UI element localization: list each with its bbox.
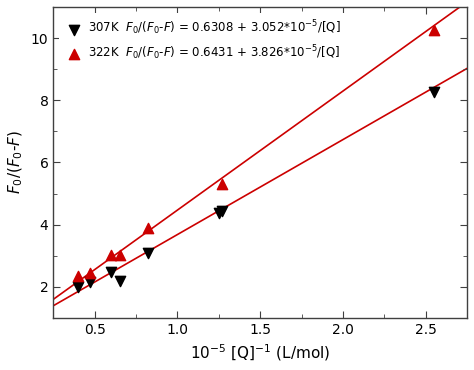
322K  $F_0/(F_0$-$F)$ = 0.6431 + 3.826*10$^{-5}$/[Q] bbox=[116, 252, 123, 258]
Legend: 307K  $F_0/(F_0$-$F)$ = 0.6308 + 3.052*10$^{-5}$/[Q], 322K  $F_0/(F_0$-$F)$ = 0.: 307K $F_0/(F_0$-$F)$ = 0.6308 + 3.052*10… bbox=[59, 13, 346, 68]
322K  $F_0/(F_0$-$F)$ = 0.6431 + 3.826*10$^{-5}$/[Q] bbox=[430, 27, 438, 33]
322K  $F_0/(F_0$-$F)$ = 0.6431 + 3.826*10$^{-5}$/[Q] bbox=[108, 252, 115, 258]
307K  $F_0/(F_0$-$F)$ = 0.6308 + 3.052*10$^{-5}$/[Q] bbox=[215, 210, 223, 216]
322K  $F_0/(F_0$-$F)$ = 0.6431 + 3.826*10$^{-5}$/[Q] bbox=[74, 273, 82, 279]
307K  $F_0/(F_0$-$F)$ = 0.6308 + 3.052*10$^{-5}$/[Q] bbox=[430, 88, 438, 94]
322K  $F_0/(F_0$-$F)$ = 0.6431 + 3.826*10$^{-5}$/[Q] bbox=[86, 270, 93, 276]
307K  $F_0/(F_0$-$F)$ = 0.6308 + 3.052*10$^{-5}$/[Q] bbox=[219, 208, 226, 213]
307K  $F_0/(F_0$-$F)$ = 0.6308 + 3.052*10$^{-5}$/[Q] bbox=[116, 278, 123, 283]
307K  $F_0/(F_0$-$F)$ = 0.6308 + 3.052*10$^{-5}$/[Q] bbox=[74, 284, 82, 290]
322K  $F_0/(F_0$-$F)$ = 0.6431 + 3.826*10$^{-5}$/[Q] bbox=[219, 181, 226, 186]
307K  $F_0/(F_0$-$F)$ = 0.6308 + 3.052*10$^{-5}$/[Q] bbox=[144, 250, 152, 256]
Y-axis label: $F_0/(F_0$-$F)$: $F_0/(F_0$-$F)$ bbox=[7, 131, 25, 194]
307K  $F_0/(F_0$-$F)$ = 0.6308 + 3.052*10$^{-5}$/[Q] bbox=[108, 269, 115, 275]
322K  $F_0/(F_0$-$F)$ = 0.6431 + 3.826*10$^{-5}$/[Q] bbox=[144, 225, 152, 231]
X-axis label: $10^{-5}$ [Q]$^{-1}$ (L/mol): $10^{-5}$ [Q]$^{-1}$ (L/mol) bbox=[190, 342, 330, 363]
307K  $F_0/(F_0$-$F)$ = 0.6308 + 3.052*10$^{-5}$/[Q] bbox=[86, 279, 93, 285]
